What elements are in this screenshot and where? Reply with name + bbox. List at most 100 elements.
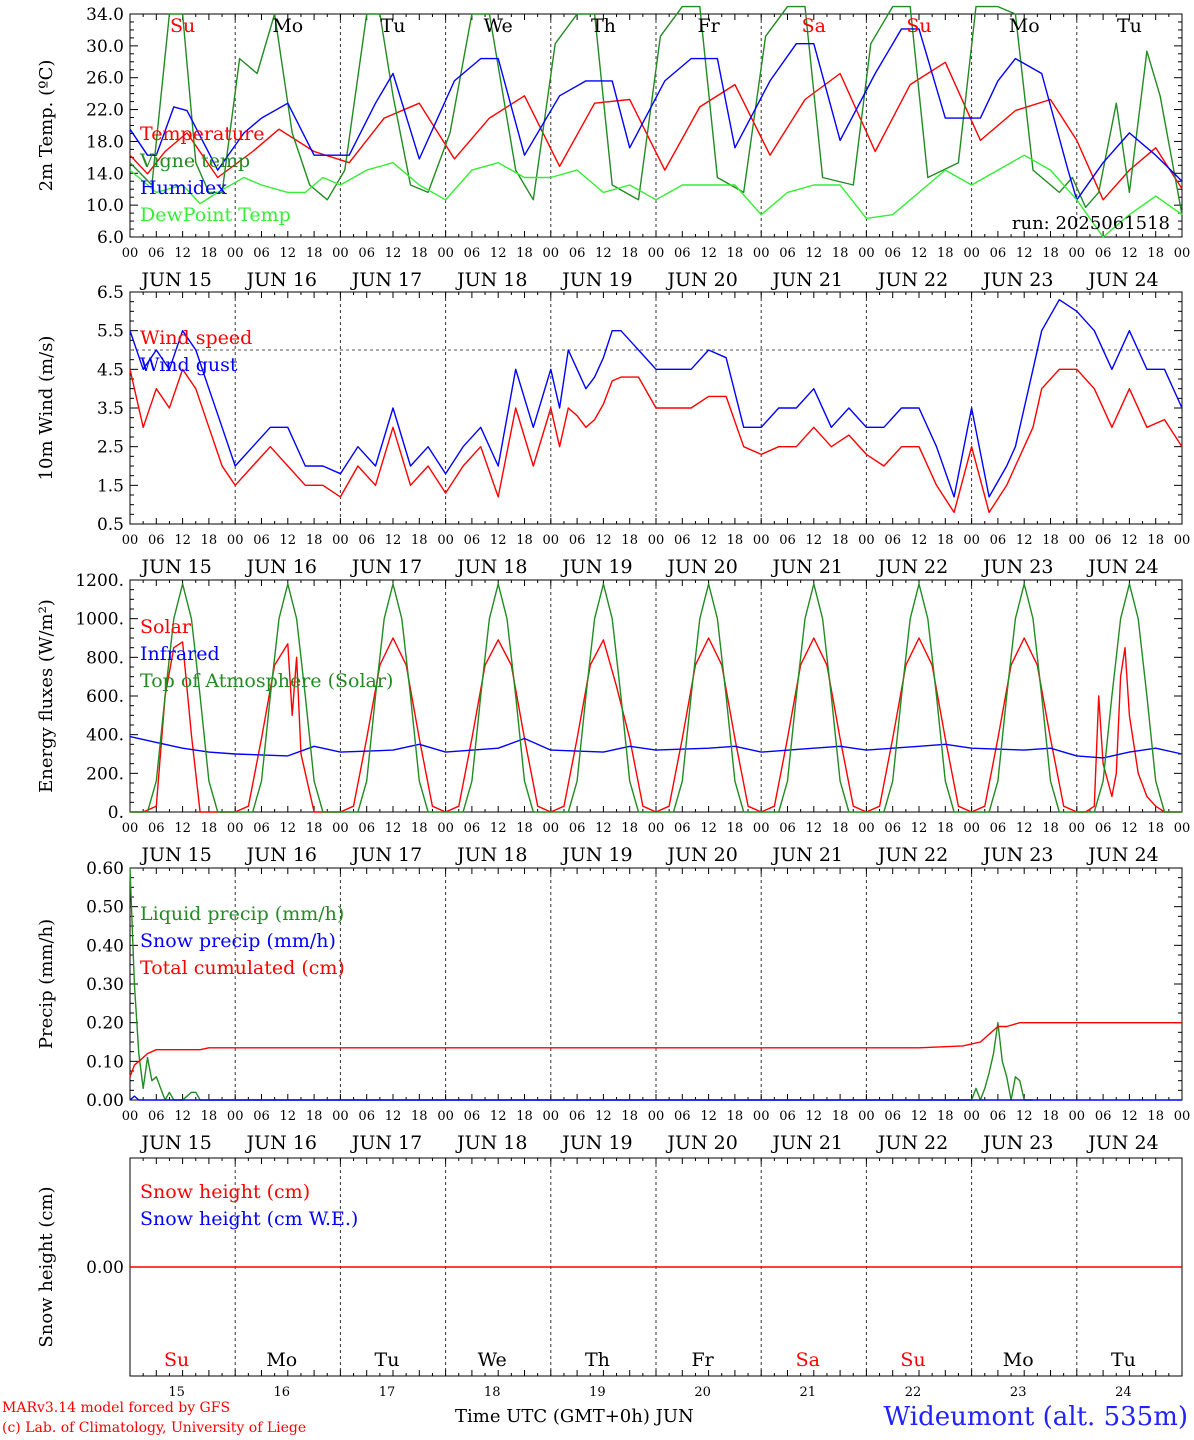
hour-tick-label: 06: [569, 533, 586, 548]
hour-tick-label: 00: [648, 533, 665, 548]
hour-tick-label: 00: [648, 1109, 665, 1124]
legend-entry: Total cumulated (cm): [140, 957, 345, 979]
hour-tick-label: 12: [1121, 821, 1138, 836]
date-label: JUN 17: [350, 269, 422, 291]
hour-tick-label: 00: [227, 246, 244, 261]
hour-tick-label: 06: [569, 821, 586, 836]
hour-tick-label: 00: [1174, 246, 1191, 261]
day-number-label: 19: [589, 1385, 606, 1400]
date-label: JUN 20: [665, 844, 737, 866]
legend-entry: Snow precip (mm/h): [140, 930, 336, 952]
hour-tick-label: 06: [253, 246, 270, 261]
hour-tick-label: 12: [280, 821, 297, 836]
hour-tick-label: 06: [148, 1109, 165, 1124]
date-label: JUN 16: [245, 269, 317, 291]
day-number-label: 20: [694, 1385, 711, 1400]
hour-tick-label: 18: [621, 246, 638, 261]
date-label: JUN 17: [350, 844, 422, 866]
legend-entry: DewPoint Temp: [140, 204, 291, 226]
hour-tick-label: 06: [148, 246, 165, 261]
hour-tick-label: 12: [1016, 533, 1033, 548]
series-line-solar: [130, 637, 1182, 813]
legend-entry: Vigne temp: [139, 150, 250, 172]
y-tick-label: 22.0: [86, 101, 124, 121]
lab-credit: (c) Lab. of Climatology, University of L…: [2, 1420, 307, 1436]
hour-tick-label: 00: [543, 246, 560, 261]
date-label: JUN 22: [876, 556, 948, 578]
day-number-label: 18: [484, 1385, 501, 1400]
legend-entry: Temperature: [140, 123, 264, 145]
hour-tick-label: 12: [595, 246, 612, 261]
y-axis-label: 10m Wind (m/s): [36, 336, 57, 481]
y-tick-label: 34.0: [86, 5, 124, 25]
hour-tick-label: 18: [411, 533, 428, 548]
hour-tick-label: 12: [385, 533, 402, 548]
hour-tick-label: 00: [227, 533, 244, 548]
weekday-label: Su: [906, 15, 931, 37]
hour-tick-label: 06: [253, 1109, 270, 1124]
hour-tick-label: 00: [1069, 1109, 1086, 1124]
date-label: JUN 20: [665, 269, 737, 291]
hour-tick-label: 06: [779, 246, 796, 261]
hour-tick-label: 00: [332, 246, 349, 261]
weekday-label: Mo: [1009, 15, 1040, 37]
day-number-label: 23: [1010, 1385, 1027, 1400]
hour-tick-label: 12: [595, 821, 612, 836]
hour-tick-label: 00: [332, 821, 349, 836]
hour-tick-label: 00: [437, 821, 454, 836]
day-number-label: 17: [379, 1385, 396, 1400]
legend-entry: Top of Atmosphere (Solar): [140, 670, 393, 692]
hour-tick-label: 00: [122, 821, 139, 836]
y-tick-label: 30.0: [86, 37, 124, 57]
hour-tick-label: 06: [148, 821, 165, 836]
hour-tick-label: 18: [937, 533, 954, 548]
hour-tick-label: 00: [122, 533, 139, 548]
hour-tick-label: 18: [621, 533, 638, 548]
hour-tick-label: 06: [779, 821, 796, 836]
hour-tick-label: 00: [543, 821, 560, 836]
hour-tick-label: 18: [727, 246, 744, 261]
hour-tick-label: 00: [1174, 1109, 1191, 1124]
hour-tick-label: 12: [806, 533, 823, 548]
hour-tick-label: 06: [1095, 821, 1112, 836]
y-axis-label: 2m Temp. (ºC): [36, 60, 57, 192]
hour-tick-label: 06: [674, 246, 691, 261]
hour-tick-label: 18: [1147, 533, 1164, 548]
station-title: Wideumont (alt. 535m): [883, 1402, 1188, 1432]
hour-tick-label: 00: [227, 1109, 244, 1124]
hour-tick-label: 00: [543, 1109, 560, 1124]
y-tick-label: 0.00: [86, 1091, 124, 1111]
date-label: JUN 22: [876, 1132, 948, 1154]
hour-tick-label: 12: [1016, 246, 1033, 261]
hour-tick-label: 06: [253, 533, 270, 548]
hour-tick-label: 00: [437, 533, 454, 548]
date-label: JUN 20: [665, 556, 737, 578]
day-number-label: 22: [905, 1385, 922, 1400]
date-label: JUN 21: [771, 269, 843, 291]
model-credit: MARv3.14 model forced by GFS: [2, 1400, 231, 1416]
hour-tick-label: 12: [700, 821, 717, 836]
hour-tick-label: 06: [884, 533, 901, 548]
date-label: JUN 15: [139, 269, 211, 291]
hour-tick-label: 18: [937, 246, 954, 261]
legend-entry: Snow height (cm): [140, 1181, 310, 1203]
hour-tick-label: 12: [806, 1109, 823, 1124]
hour-tick-label: 00: [753, 1109, 770, 1124]
hour-tick-label: 18: [832, 533, 849, 548]
hour-tick-label: 18: [1147, 246, 1164, 261]
hour-tick-label: 18: [306, 533, 323, 548]
date-label: JUN 18: [455, 844, 527, 866]
date-label: JUN 21: [771, 844, 843, 866]
hour-tick-label: 00: [1174, 821, 1191, 836]
hour-tick-label: 18: [937, 1109, 954, 1124]
y-tick-label: 0.40: [86, 936, 124, 956]
hour-tick-label: 18: [1147, 821, 1164, 836]
month-label: JUN: [655, 1406, 694, 1427]
hour-tick-label: 12: [1121, 533, 1138, 548]
hour-tick-label: 18: [411, 246, 428, 261]
hour-tick-label: 18: [516, 533, 533, 548]
weekday-label: Mo: [1003, 1349, 1034, 1371]
hour-tick-label: 00: [963, 821, 980, 836]
hour-tick-label: 06: [464, 1109, 481, 1124]
date-label: JUN 24: [1086, 1132, 1158, 1154]
